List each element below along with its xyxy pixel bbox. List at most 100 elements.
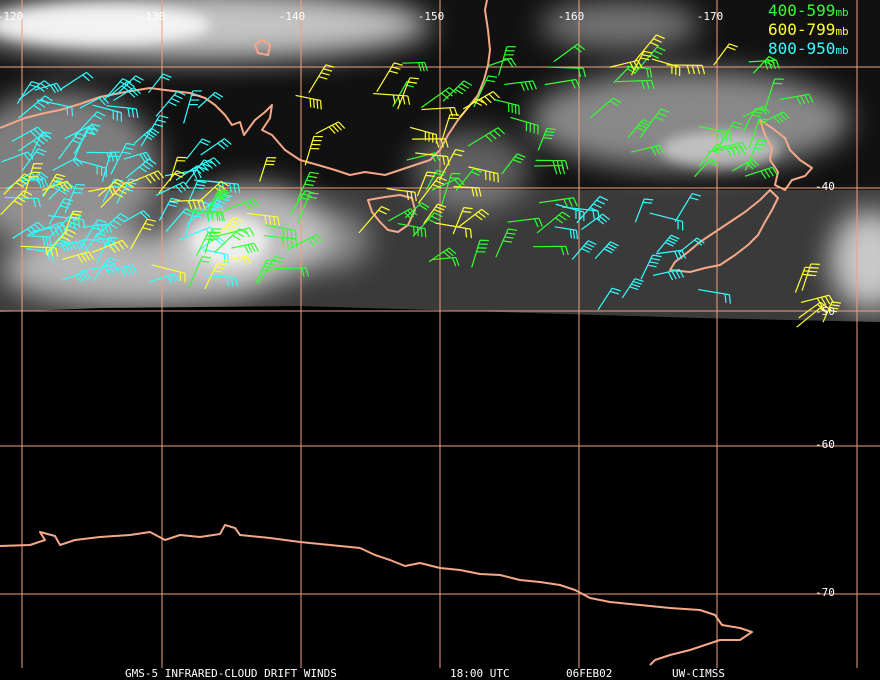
barb-flag — [26, 228, 35, 236]
barb-flag — [486, 79, 496, 83]
barb-flag — [543, 137, 553, 140]
barb-flag — [642, 54, 652, 58]
barb-flag — [397, 95, 401, 105]
barb-flag — [657, 112, 667, 117]
barb-flag — [84, 271, 92, 280]
barb-shaft — [358, 206, 382, 234]
barb-shaft — [82, 238, 112, 241]
barb-flag — [725, 131, 728, 141]
wind-barb — [415, 152, 450, 166]
barb-flag — [109, 245, 116, 253]
barb-shaft — [148, 73, 164, 94]
barb-flag — [40, 134, 50, 138]
barb-shaft — [263, 235, 296, 240]
barb-flag — [677, 250, 683, 260]
barb-flag — [438, 176, 447, 182]
barb-flag — [469, 229, 472, 239]
barb-flag — [307, 238, 315, 247]
barb-flag — [309, 98, 312, 108]
barb-shaft — [694, 158, 711, 178]
barb-shaft — [440, 173, 453, 207]
barb-shaft — [80, 219, 99, 249]
barb-flag — [502, 240, 513, 243]
barb-flag — [95, 235, 105, 240]
barb-flag — [176, 170, 186, 175]
barb-flag — [647, 264, 657, 268]
barb-flag — [78, 241, 84, 250]
barb-shaft — [626, 65, 651, 70]
barb-shaft — [110, 143, 127, 175]
wind-barb — [63, 210, 83, 234]
barb-flag — [596, 199, 605, 205]
barb-flag — [52, 183, 62, 189]
barb-flag — [305, 267, 310, 277]
barb-flag — [605, 245, 615, 252]
barb-flag — [224, 226, 234, 233]
wind-barb — [64, 124, 99, 140]
legend-entry: 800-950mb — [768, 39, 849, 58]
barb-shaft — [186, 138, 203, 160]
barb-shaft — [104, 264, 133, 272]
wind-barb — [651, 58, 681, 77]
barb-shaft — [576, 196, 601, 224]
barb-flag — [37, 221, 45, 229]
barb-shaft — [627, 119, 644, 139]
barb-flag — [92, 227, 102, 231]
barb-flag — [45, 247, 49, 257]
barb-flag — [246, 255, 252, 265]
barb-flag — [124, 181, 134, 188]
barb-flag — [67, 229, 77, 235]
barb-shaft — [634, 198, 645, 223]
barb-flag — [545, 130, 555, 134]
wind-barb — [203, 274, 239, 287]
barb-shaft — [113, 87, 135, 102]
barb-flag — [221, 212, 226, 222]
wind-barb — [630, 144, 665, 156]
barb-flag — [300, 196, 310, 201]
barb-flag — [808, 93, 814, 103]
wind-barb — [128, 170, 165, 184]
barb-shaft — [308, 64, 327, 94]
barb-shaft — [800, 294, 830, 304]
barb-flag — [126, 81, 135, 88]
barb-shaft — [103, 78, 124, 101]
barb-flag — [516, 153, 526, 158]
barb-flag — [418, 204, 428, 211]
barb-flag — [20, 193, 29, 199]
wind-barb — [507, 217, 543, 228]
barb-flag — [325, 64, 335, 68]
barb-flag — [823, 304, 832, 311]
barb-shaft — [613, 66, 631, 84]
barb-flag — [97, 219, 107, 223]
barb-flag — [610, 290, 619, 295]
barb-flag — [216, 196, 226, 201]
wind-barb — [576, 195, 609, 224]
wind-barb — [45, 229, 77, 255]
barb-shaft — [716, 121, 735, 150]
barb-shaft — [107, 81, 128, 98]
barb-flag — [157, 170, 165, 179]
barb-flag — [406, 191, 409, 201]
barb-shaft — [698, 143, 718, 167]
barb-flag — [109, 223, 118, 229]
barb-flag — [644, 198, 654, 201]
barb-flag — [452, 257, 457, 267]
barb-shaft — [1, 151, 29, 163]
barb-flag — [643, 50, 653, 54]
barb-shaft — [36, 99, 72, 108]
labels: -120 -130 -140 -150 -160 -170 -40 -50 -60 -70 400-… — [0, 1, 849, 680]
barb-flag — [133, 87, 142, 95]
barb-flag — [446, 156, 450, 166]
barb-flag — [131, 108, 135, 118]
barb-shaft — [96, 236, 110, 264]
wind-barb — [468, 166, 499, 183]
longitude-label: -170 — [697, 10, 724, 23]
barb-shaft — [510, 116, 539, 127]
barb-flag — [534, 218, 539, 228]
barb-flag — [413, 226, 416, 236]
barb-flag — [414, 192, 417, 202]
barb-flag — [609, 100, 619, 107]
barb-flag — [656, 34, 665, 40]
barb-flag — [265, 262, 275, 266]
barb-flag — [142, 152, 149, 162]
